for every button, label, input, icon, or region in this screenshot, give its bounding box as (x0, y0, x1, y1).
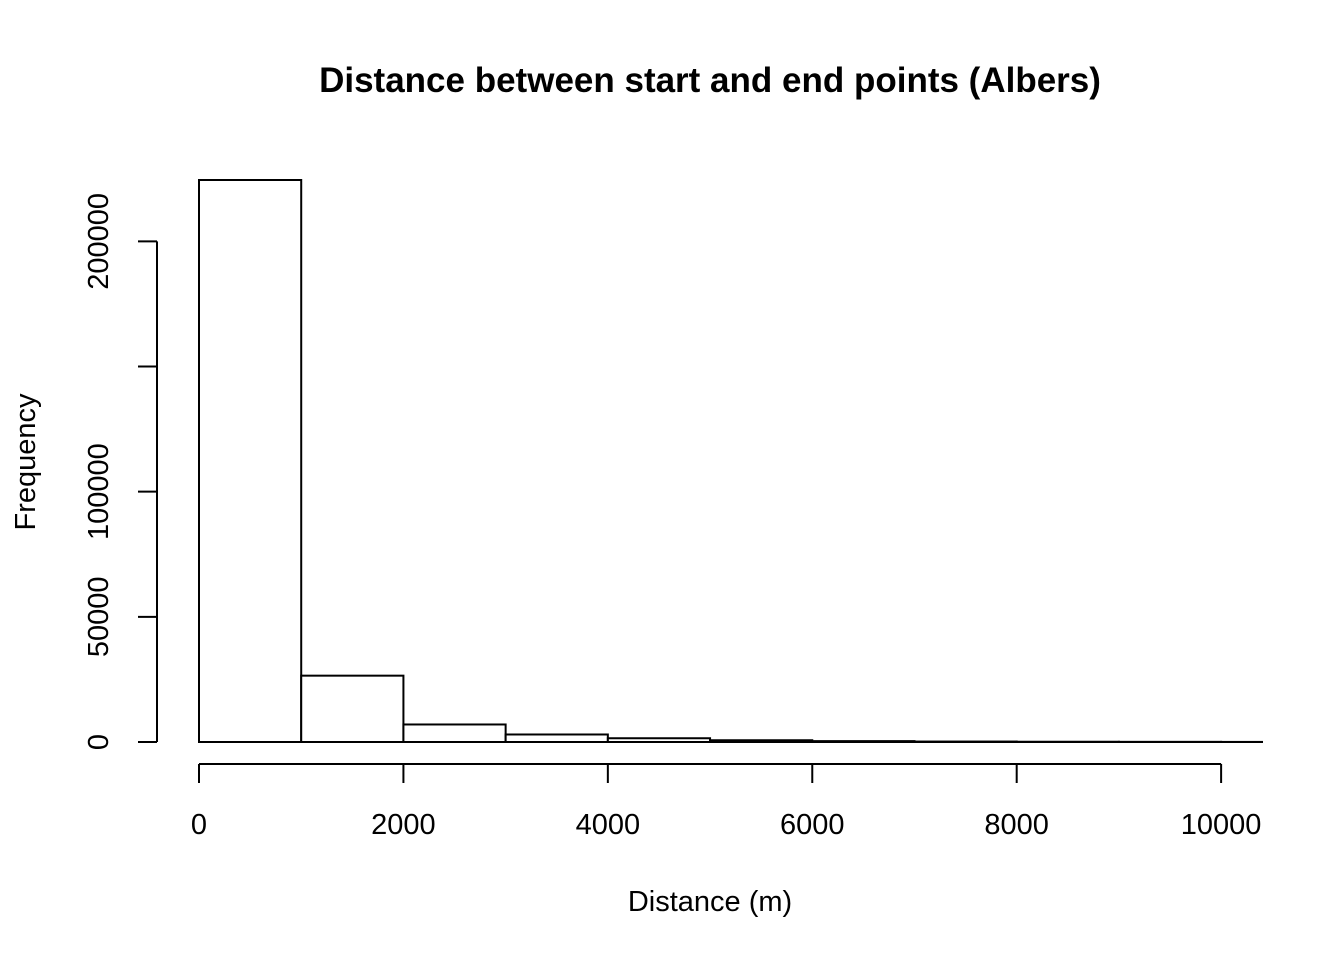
histogram-bar-5 (709, 739, 814, 744)
histogram-bar-3 (504, 733, 609, 744)
y-axis-label: Frequency (10, 393, 42, 531)
x-tick-label-1: 2000 (371, 809, 436, 841)
x-axis-label: Distance (m) (628, 886, 792, 918)
x-tick-label-2: 4000 (576, 809, 641, 841)
x-tick-label-4: 8000 (984, 809, 1049, 841)
y-tick-label-4: 200000 (83, 193, 115, 290)
x-tick-label-5: 10000 (1181, 809, 1262, 841)
histogram-bar-1 (300, 674, 405, 744)
y-tick-label-2: 100000 (83, 443, 115, 540)
y-tick-label-1: 50000 (83, 577, 115, 658)
histogram-bar-0 (198, 179, 303, 743)
chart-title: Distance between start and end points (A… (319, 61, 1101, 100)
histogram-bar-6 (811, 740, 916, 744)
x-tick-label-3: 6000 (780, 809, 845, 841)
histogram-bar-4 (606, 737, 712, 744)
y-tick-label-0: 0 (83, 734, 115, 750)
x-tick-label-0: 0 (191, 809, 207, 841)
x-axis: 0 2000 4000 6000 8000 10000 (191, 763, 1262, 841)
histogram-bars (198, 179, 1263, 744)
y-axis: 0 50000 100000 200000 (83, 193, 158, 750)
histogram-bar-2 (402, 723, 507, 744)
